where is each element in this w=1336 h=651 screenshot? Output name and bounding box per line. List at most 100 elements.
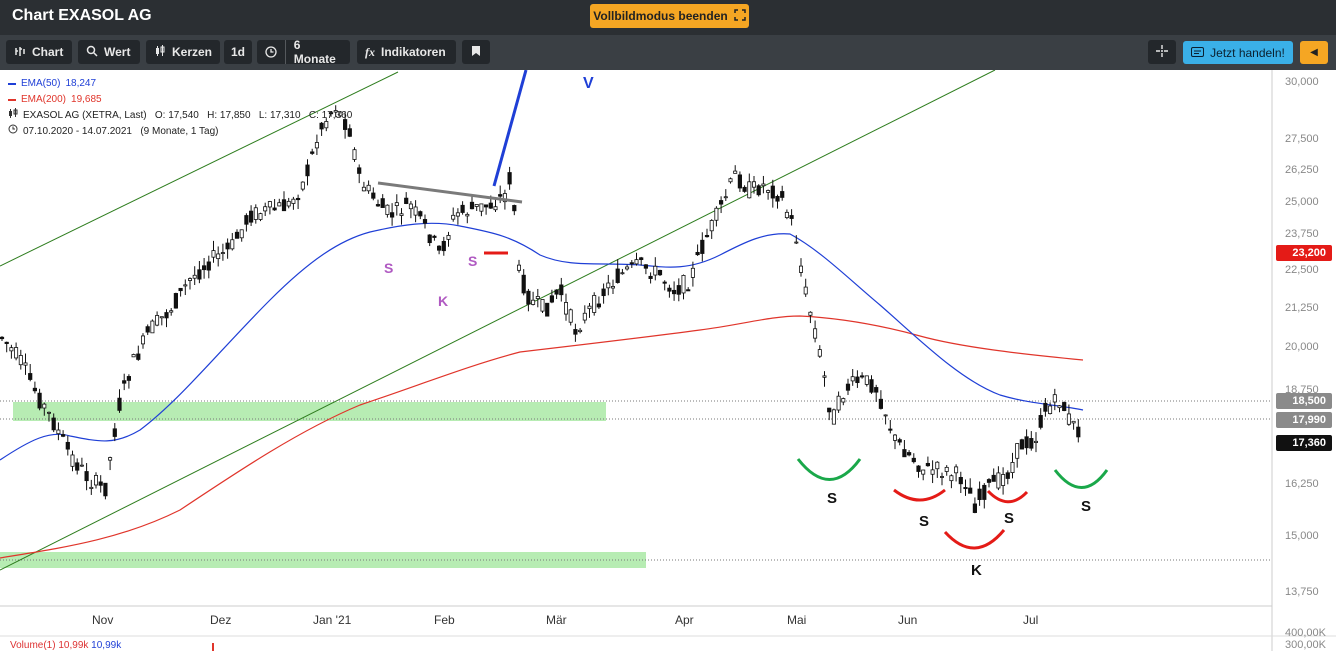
candle-body	[408, 203, 413, 210]
candle-body	[982, 484, 987, 500]
candle-body	[676, 285, 681, 295]
legend-period: 07.10.2020 - 14.07.2021 (9 Monate, 1 Tag…	[8, 124, 352, 140]
candle-body	[338, 111, 343, 117]
candle-body	[535, 296, 540, 300]
y-tick: 26,250	[1285, 164, 1319, 176]
candle-body	[460, 204, 465, 213]
candle-body	[465, 213, 470, 217]
candle-body	[272, 207, 277, 211]
range-selector[interactable]: 6 Monate	[257, 40, 350, 64]
candle-body	[479, 203, 484, 212]
candle-body	[512, 205, 517, 212]
candle-body	[488, 202, 493, 209]
label-black-s4: S	[1081, 498, 1091, 515]
volume-label: Volume(1)	[10, 640, 56, 651]
candle-body	[84, 471, 89, 482]
candle-body	[343, 119, 348, 130]
candle-body	[1034, 440, 1039, 443]
candle-body	[267, 201, 272, 208]
candle-body	[136, 353, 141, 360]
collapse-panel-button[interactable]: ◀	[1300, 41, 1328, 64]
candle-body	[51, 417, 56, 431]
candle-body	[916, 465, 921, 472]
candle-body	[1001, 474, 1006, 486]
candle-body	[878, 398, 883, 409]
ema200-label: EMA(200)	[21, 94, 67, 105]
candle-body	[507, 172, 512, 185]
price-tag-gray: 18,500	[1276, 393, 1332, 409]
legend-ema50[interactable]: EMA(50) 18,247	[8, 76, 352, 92]
label-blue-v: V	[583, 75, 594, 92]
y-tick: 300,00K	[1285, 639, 1326, 651]
candle-body	[314, 142, 319, 149]
candles-button[interactable]: Kerzen	[146, 40, 220, 64]
candle-body	[413, 206, 418, 216]
candle-body	[366, 184, 371, 192]
candle-body	[756, 185, 761, 196]
exit-fullscreen-button[interactable]: Vollbildmodus beenden	[590, 4, 749, 28]
candle-body	[704, 234, 710, 238]
candle-body	[1062, 402, 1067, 412]
label-purple-s1: S	[384, 260, 393, 276]
trade-icon	[1191, 46, 1205, 60]
candle-body	[723, 196, 728, 199]
function-icon: fx	[365, 44, 375, 59]
candle-body	[648, 275, 653, 279]
candle-body	[794, 241, 799, 244]
x-tick: Dez	[210, 613, 232, 627]
legend-quote[interactable]: EXASOL AG (XETRA, Last) O: 17,540 H: 17,…	[8, 108, 352, 124]
candle-body	[385, 204, 390, 215]
bookmark-button[interactable]	[462, 40, 490, 64]
arc-red-3	[986, 489, 1029, 504]
trade-now-button[interactable]: Jetzt handeln!	[1183, 41, 1293, 64]
candle-body	[399, 213, 404, 216]
y-tick: 15,000	[1285, 530, 1319, 542]
candle-body	[686, 289, 691, 292]
candle-body	[394, 202, 399, 207]
candle-body	[841, 398, 846, 403]
candle-body	[390, 212, 395, 218]
candle-body	[164, 312, 169, 319]
candle-body	[907, 452, 912, 456]
candle-body	[813, 328, 818, 339]
candle-body	[117, 397, 122, 411]
candle-body	[427, 234, 432, 244]
candle-body	[230, 239, 235, 250]
search-icon	[86, 45, 98, 60]
candle-body	[0, 336, 5, 340]
value-button[interactable]: Wert	[78, 40, 140, 64]
crosshair-button[interactable]	[1148, 40, 1176, 64]
candle-body	[770, 185, 775, 199]
candle-body	[836, 395, 841, 411]
candle-body	[357, 167, 362, 174]
candle-body	[860, 375, 865, 378]
candle-body	[65, 441, 70, 450]
candle-body	[531, 299, 536, 305]
candle-body	[733, 170, 738, 174]
candle-body	[352, 149, 357, 160]
candle-body	[1048, 405, 1053, 415]
candle-body	[1076, 426, 1081, 438]
candle-body	[404, 197, 409, 204]
candle-body	[526, 290, 531, 305]
indicators-button[interactable]: fx Indikatoren	[357, 40, 456, 64]
candle-body	[220, 252, 225, 254]
candle-body	[592, 295, 597, 313]
candle-body	[803, 286, 808, 295]
candle-body	[728, 178, 733, 183]
volume-value-blue: 10,99k	[91, 640, 122, 651]
price-chart[interactable]: S S K V S S S S K	[0, 70, 1336, 651]
candle-body	[596, 303, 601, 308]
candle-body	[559, 284, 564, 296]
candle-body	[639, 257, 644, 261]
candle-body	[1005, 472, 1010, 479]
candle-body	[587, 305, 592, 310]
candle-body	[930, 469, 935, 475]
candle-body	[202, 265, 207, 271]
candle-body	[150, 320, 155, 334]
interval-button[interactable]: 1d	[224, 40, 252, 64]
legend-ema200[interactable]: EMA(200) 19,685	[8, 92, 352, 108]
chart-type-button[interactable]: Chart	[6, 40, 72, 64]
volume-legend[interactable]: Volume(1) 10,99k 10,99k	[10, 640, 121, 651]
label-black-s2: S	[919, 513, 929, 530]
